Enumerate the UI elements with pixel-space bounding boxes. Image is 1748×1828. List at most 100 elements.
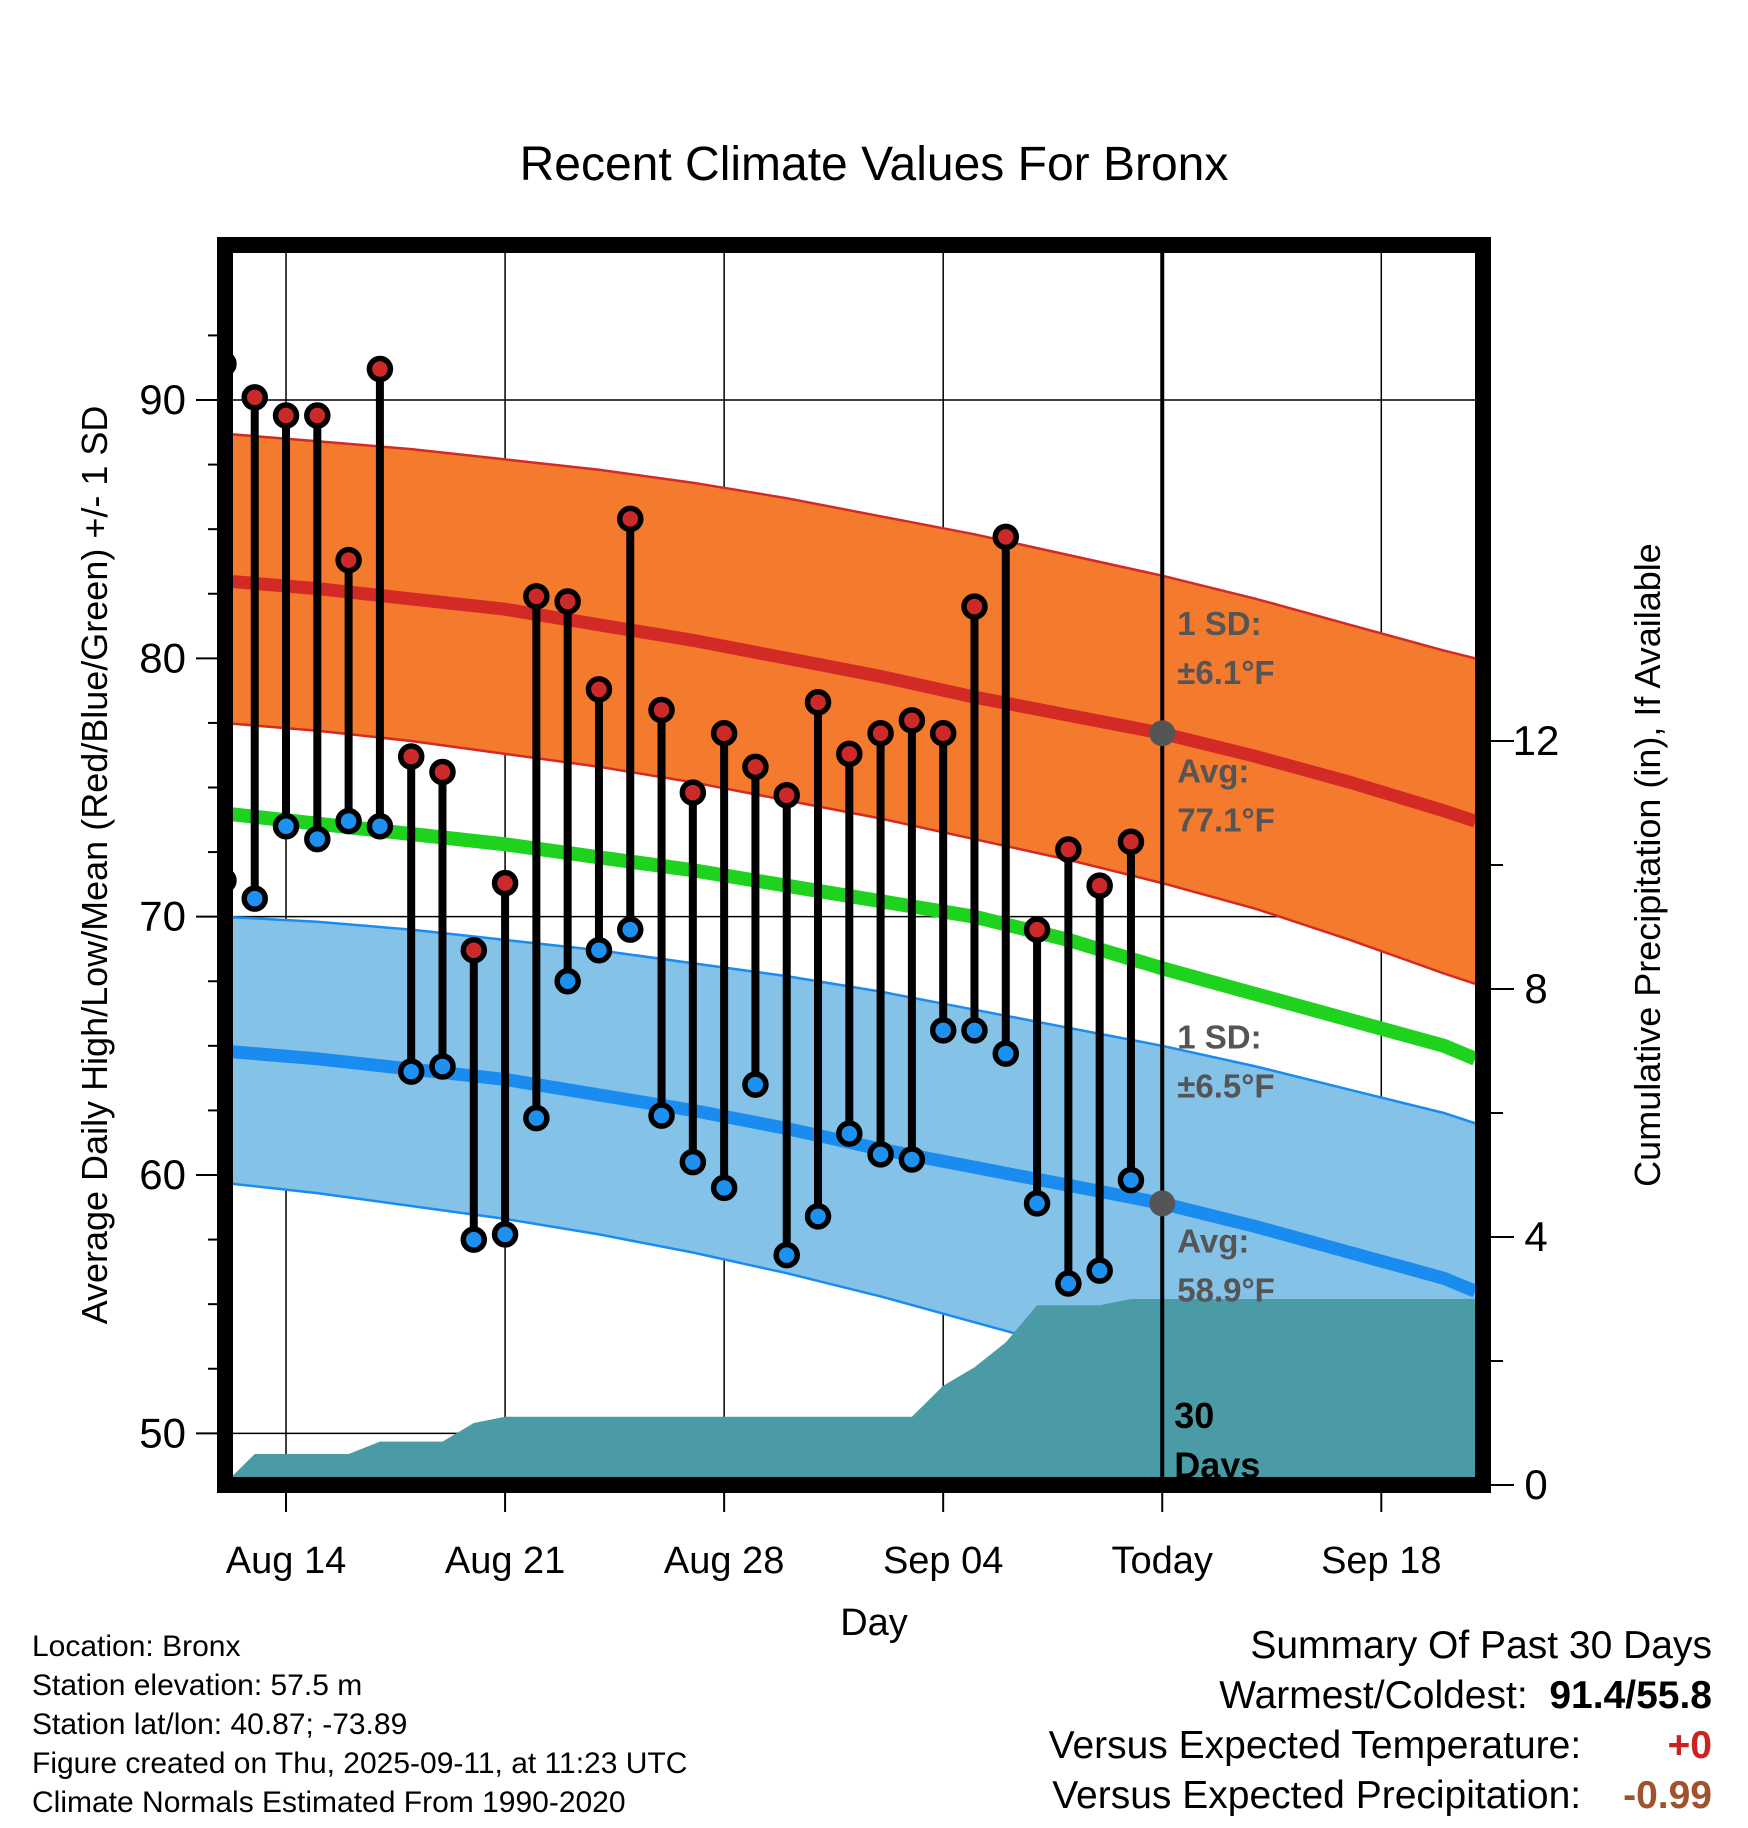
daily-low-point	[710, 1174, 738, 1202]
daily-low-point	[272, 813, 300, 840]
footer-created: Figure created on Thu, 2025-09-11, at 11…	[32, 1747, 688, 1780]
summary-precip-value: -0.99	[1623, 1774, 1712, 1817]
high-avg-label: Avg:	[1177, 752, 1249, 789]
daily-low-point	[679, 1148, 707, 1176]
high-upper-edge	[233, 433, 1475, 660]
plot-interior	[233, 253, 1475, 1477]
plot-frame	[217, 237, 1491, 1493]
daily-high-point	[491, 869, 519, 897]
daily-high-point	[961, 593, 988, 620]
x-tick-label: Aug 14	[226, 1540, 346, 1582]
high-sd-label: 1 SD:	[1177, 605, 1261, 642]
plot-area: 1 SD: ±6.1°F Avg: 77.1°F 1 SD: ±6.5°F Avg: 58.9…	[139, 237, 1560, 1582]
daily-low-point	[773, 1241, 800, 1269]
daily-high-point	[929, 720, 957, 747]
footer-elevation: Station elevation: 57.5 m	[32, 1669, 363, 1702]
daily-low-point	[304, 825, 331, 853]
right-tick-label: 12	[1513, 717, 1560, 764]
daily-low-point	[804, 1203, 832, 1230]
daily-high-point	[429, 758, 456, 786]
daily-high-point	[898, 707, 926, 734]
daily-low-point	[585, 937, 613, 964]
summary-warm-cold-value: 91.4/55.8	[1549, 1674, 1712, 1717]
daily-high-point	[992, 523, 1020, 551]
x-tick-label: Aug 28	[664, 1540, 784, 1582]
daily-low-point	[241, 885, 268, 912]
daily-high-point	[836, 740, 863, 768]
low-sd-value: ±6.5°F	[1177, 1068, 1274, 1105]
daily-low-point	[460, 1226, 488, 1253]
daily-high-point	[304, 402, 331, 429]
low-sd-label: 1 SD:	[1177, 1018, 1261, 1055]
daily-high-point	[335, 546, 362, 574]
daily-high-point	[1023, 916, 1051, 943]
high-normal-line	[233, 575, 1475, 828]
daily-low-point	[335, 807, 362, 835]
daily-high-point	[460, 937, 488, 964]
daily-low-point	[1117, 1166, 1145, 1194]
low-avg-label: Avg:	[1177, 1223, 1249, 1260]
right-axis-label: Cumulative Precipitation (in), If Availa…	[1627, 543, 1668, 1187]
x-tick-label: Sep 04	[883, 1540, 1003, 1582]
daily-low-point	[429, 1053, 456, 1080]
x-axis-label: Day	[840, 1602, 908, 1644]
daily-high-point	[710, 720, 738, 747]
summary-temp-value: +0	[1667, 1724, 1712, 1767]
daily-low-point	[867, 1141, 894, 1168]
daily-low-point	[929, 1017, 957, 1044]
left-tick-label: 60	[139, 1151, 186, 1198]
daily-high-point	[742, 753, 769, 781]
daily-high-point	[617, 505, 644, 533]
daily-low-point	[648, 1102, 675, 1129]
daily-low-point	[742, 1071, 769, 1098]
daily-high-point	[804, 689, 832, 716]
summary-temp-label: Versus Expected Temperature:	[1048, 1724, 1582, 1767]
daily-high-point	[272, 402, 300, 429]
daily-high-point	[554, 588, 581, 615]
daily-low-point	[491, 1221, 519, 1248]
x-tick-label: Today	[1112, 1540, 1213, 1582]
daily-high-point	[773, 782, 800, 809]
x-tick-label: Sep 18	[1321, 1540, 1441, 1582]
high-sd-value: ±6.1°F	[1177, 654, 1274, 691]
footer-location: Location: Bronx	[32, 1630, 241, 1663]
right-tick-label: 0	[1524, 1461, 1547, 1508]
left-tick-label: 80	[139, 634, 186, 681]
right-tick-label: 4	[1524, 1213, 1547, 1260]
daily-high-point	[241, 384, 268, 411]
daily-high-point	[679, 779, 707, 806]
daily-low-point	[366, 813, 394, 840]
daily-low-point	[397, 1058, 425, 1085]
daily-low-point	[617, 916, 644, 943]
left-tick-label: 50	[139, 1409, 186, 1456]
daily-high-point	[233, 354, 237, 373]
footer-latlon: Station lat/lon: 40.87; -73.89	[32, 1708, 408, 1741]
summary-title: Summary Of Past 30 Days	[1250, 1624, 1712, 1667]
left-axis-label: Average Daily High/Low/Mean (Red/Blue/Gr…	[74, 406, 115, 1325]
daily-low-point	[898, 1146, 926, 1173]
daily-high-point	[397, 743, 425, 770]
daily-low-point	[961, 1017, 988, 1044]
daily-low-point	[1055, 1270, 1082, 1297]
summary-precip: Versus Expected Precipitation: -0.99	[1052, 1774, 1712, 1818]
daily-high-point	[585, 676, 613, 703]
daily-low-point	[1086, 1257, 1113, 1284]
left-tick-label: 70	[139, 893, 186, 940]
daily-low-point	[836, 1120, 863, 1147]
left-tick-label: 90	[139, 376, 186, 423]
summary-warm-cold-label: Warmest/Coldest:	[1219, 1674, 1528, 1717]
daily-low-point	[523, 1104, 550, 1132]
footer-normals: Climate Normals Estimated From 1990-2020	[32, 1786, 626, 1819]
daily-high-point	[523, 583, 550, 610]
x-tick-label: Aug 21	[445, 1540, 565, 1582]
daily-high-point	[366, 355, 394, 383]
today-low-marker	[1149, 1190, 1176, 1217]
right-tick-label: 8	[1524, 965, 1547, 1012]
daily-low-point	[233, 871, 237, 890]
daily-low-point	[992, 1040, 1020, 1067]
today-high-marker	[1149, 720, 1176, 747]
summary-temp: Versus Expected Temperature: +0	[1049, 1724, 1712, 1768]
daily-high-point	[1117, 828, 1145, 855]
summary-precip-label: Versus Expected Precipitation:	[1052, 1774, 1582, 1817]
daily-low-point	[554, 968, 581, 995]
